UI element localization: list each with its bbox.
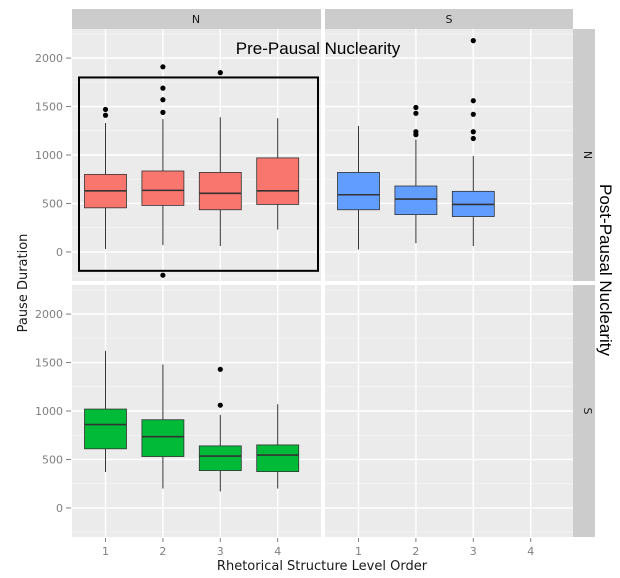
x-tick-label: 4 xyxy=(274,545,281,558)
box-body xyxy=(256,444,300,472)
outlier-point xyxy=(160,85,166,91)
strip-col-s xyxy=(325,9,573,29)
box-s-n-2 xyxy=(394,104,438,244)
outlier-point xyxy=(102,106,109,113)
box-n-n-3 xyxy=(198,70,242,247)
outlier-point xyxy=(470,111,476,117)
y-axis-title: Pause Duration xyxy=(16,234,31,333)
grid-lines xyxy=(325,285,573,537)
strip-row-s-label: S xyxy=(581,408,594,415)
box-s-n-1 xyxy=(337,125,380,250)
x-tick-label: 2 xyxy=(159,545,166,558)
strip-col-n-label: N xyxy=(192,13,200,26)
x-tick-label: 2 xyxy=(412,545,419,558)
outlier-point xyxy=(102,112,109,118)
y-tick-label: 2000 xyxy=(35,52,63,65)
box-body xyxy=(198,172,242,211)
box-body xyxy=(394,185,438,216)
y-tick-label: 1000 xyxy=(35,405,63,418)
box-n-s-4 xyxy=(256,404,300,489)
y-tick-label: 500 xyxy=(42,197,63,210)
box-body xyxy=(256,157,300,205)
box-body xyxy=(337,172,380,211)
outlier-point xyxy=(413,129,419,135)
outlier-point xyxy=(160,272,166,278)
outlier-point xyxy=(217,402,223,408)
x-tick-label: 4 xyxy=(527,545,534,558)
outlier-point xyxy=(160,97,166,103)
highlight-box xyxy=(78,76,319,272)
x-tick-label: 3 xyxy=(470,545,477,558)
box-n-s-2 xyxy=(141,364,185,489)
y-tick-label: 1500 xyxy=(35,357,63,370)
x-tick-label: 3 xyxy=(217,545,224,558)
panel-n-n xyxy=(72,29,321,281)
x-axis-title: Rhetorical Structure Level Order xyxy=(217,559,428,574)
outlier-point xyxy=(217,70,223,76)
outlier-point xyxy=(470,98,476,104)
y-tick-label: 0 xyxy=(56,502,63,515)
box-n-n-1 xyxy=(84,106,127,250)
panel-s-s xyxy=(325,285,573,537)
outlier-point xyxy=(413,104,419,111)
right-annotation: Post-Pausal Nuclearity xyxy=(596,184,615,356)
strip-row-n xyxy=(573,29,595,281)
strip-col-s-label: S xyxy=(446,13,453,26)
outlier-point xyxy=(470,129,476,135)
box-body xyxy=(141,419,185,457)
panel-s-n xyxy=(325,29,573,281)
y-tick-label: 1000 xyxy=(35,149,63,162)
strip-row-n-label: N xyxy=(581,151,594,159)
box-n-n-4 xyxy=(256,118,300,230)
y-tick-label: 500 xyxy=(42,453,63,466)
box-n-s-3 xyxy=(198,366,242,492)
box-body xyxy=(141,170,185,206)
outlier-point xyxy=(160,109,166,115)
y-tick-label: 1500 xyxy=(35,101,63,114)
x-tick-label: 1 xyxy=(355,545,362,558)
x-tick-label: 1 xyxy=(102,545,109,558)
strip-col-n xyxy=(72,9,321,29)
top-annotation: Pre-Pausal Nuclearity xyxy=(236,39,401,58)
box-s-n-3 xyxy=(451,38,495,247)
box-n-s-1 xyxy=(84,350,127,473)
y-tick-label: 2000 xyxy=(35,308,63,321)
box-body xyxy=(198,445,242,472)
outlier-point xyxy=(470,135,476,142)
outlier-point xyxy=(413,110,419,116)
outlier-point xyxy=(217,366,223,372)
strip-row-s xyxy=(573,285,595,537)
outlier-point xyxy=(470,38,476,44)
outlier-point xyxy=(160,64,166,70)
panel-n-s xyxy=(72,285,321,537)
box-body xyxy=(84,408,127,450)
box-n-n-2 xyxy=(141,64,185,278)
y-tick-label: 0 xyxy=(56,246,63,259)
